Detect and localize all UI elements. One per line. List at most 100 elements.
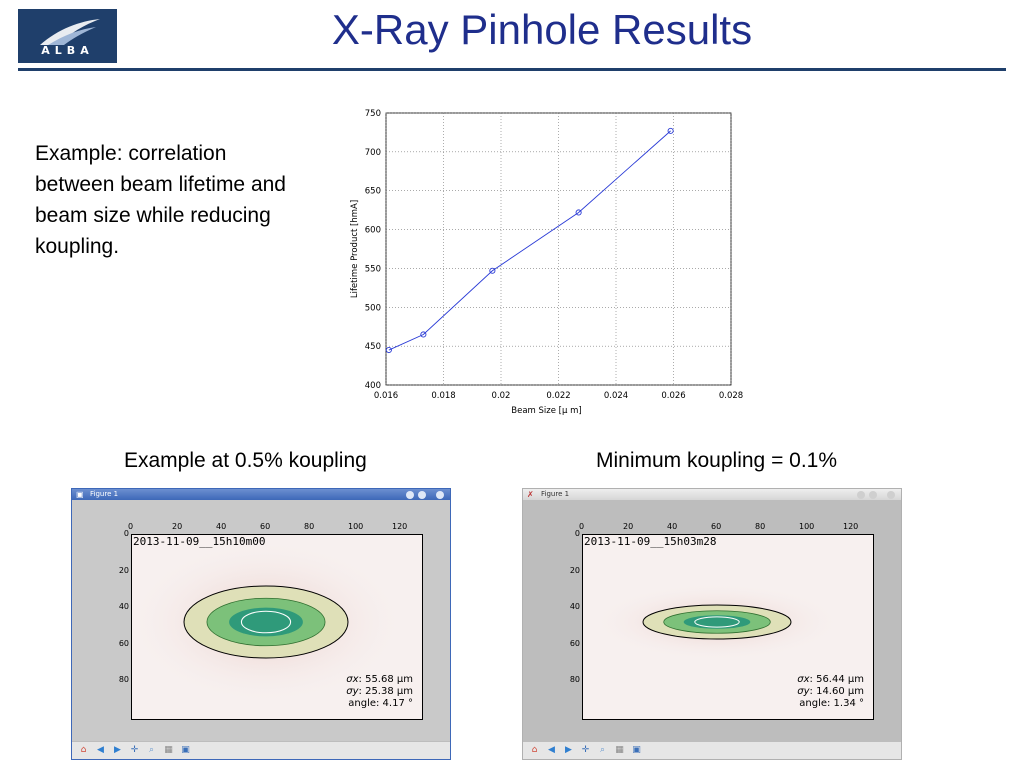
- x-axis-label: Beam Size [μ m]: [511, 406, 581, 416]
- minimize-icon[interactable]: [857, 491, 865, 499]
- sigma-x-symbol: σx: [797, 674, 810, 685]
- maximize-icon[interactable]: [418, 491, 426, 499]
- data-point: [385, 346, 392, 354]
- angle-value: angle: 4.17 °: [348, 698, 413, 709]
- save-icon[interactable]: ▣: [181, 745, 190, 755]
- x-tick-label: 80: [304, 522, 315, 531]
- x-tick-label: 60: [260, 522, 271, 531]
- x-tick-label: 0.026: [661, 391, 685, 401]
- y-tick-label: 60: [569, 638, 580, 648]
- close-icon[interactable]: [436, 491, 444, 499]
- logo-text: ALBA: [41, 44, 94, 57]
- app-icon: ✗: [527, 490, 534, 499]
- figure-window-right: ✗ Figure 1 0 20 40 60 80 100 120 0 20 40 60 80 2013-11…: [522, 488, 902, 760]
- app-icon: ▣: [76, 490, 84, 499]
- page-title: X-Ray Pinhole Results: [331, 6, 753, 53]
- pan-icon[interactable]: ✛: [130, 745, 139, 755]
- y-tick-label: 80: [118, 675, 129, 685]
- angle-value: angle: 1.34 °: [799, 698, 864, 709]
- sigma-x-value: : 55.68 μm: [358, 674, 413, 685]
- y-tick-label: 550: [365, 264, 381, 274]
- x-tick-label: 0.016: [374, 391, 398, 401]
- close-icon[interactable]: [887, 491, 895, 499]
- y-tick-label: 450: [365, 342, 381, 352]
- maximize-icon[interactable]: [869, 491, 877, 499]
- beam-core-contour: [240, 610, 292, 634]
- data-point: [575, 209, 582, 216]
- navigation-toolbar: ⌂ ◀ ▶ ✛ ⌕ ▦ ▣: [523, 741, 901, 759]
- y-tick-label: 40: [118, 602, 129, 612]
- beam-core-contour: [694, 616, 740, 628]
- sigma-y-symbol: σy: [797, 686, 810, 697]
- sigma-x-value: : 56.44 μm: [809, 674, 864, 685]
- data-point: [489, 267, 496, 274]
- home-icon[interactable]: ⌂: [80, 745, 87, 755]
- timestamp-label: 2013-11-09__15h03m28: [584, 535, 717, 548]
- x-tick-label: 40: [667, 522, 678, 531]
- y-tick-label: 0: [123, 529, 129, 538]
- x-tick-label: 120: [843, 522, 859, 531]
- caption-right: Minimum koupling = 0.1%: [596, 449, 838, 472]
- header-divider: [18, 68, 1006, 71]
- window-titlebar[interactable]: ▣ Figure 1: [72, 489, 450, 500]
- y-tick-label: 500: [365, 303, 381, 313]
- sigma-y-value: : 25.38 μm: [358, 686, 413, 697]
- y-tick-label: 80: [569, 675, 580, 685]
- x-tick-label: 80: [755, 522, 766, 531]
- y-tick-label: 400: [365, 381, 381, 391]
- y-tick-label: 60: [118, 638, 129, 648]
- beam-profile-plot: [132, 539, 406, 705]
- window-title: Figure 1: [90, 490, 119, 498]
- x-tick-label: 120: [392, 522, 408, 531]
- series-line: [388, 130, 671, 351]
- pan-icon[interactable]: ✛: [581, 745, 590, 755]
- window-title: Figure 1: [541, 490, 570, 498]
- y-tick-label: 0: [574, 529, 580, 538]
- window-titlebar[interactable]: ✗ Figure 1: [523, 489, 901, 500]
- x-tick-label: 20: [623, 522, 634, 531]
- lifetime-vs-beamsize-chart: 0.016 0.018 0.02 0.022 0.024 0.026 0.028 400 450…: [350, 109, 743, 416]
- x-tick-label: 100: [348, 522, 364, 531]
- x-tick-label: 100: [799, 522, 815, 531]
- navigation-toolbar: ⌂ ◀ ▶ ✛ ⌕ ▦ ▣: [72, 741, 450, 759]
- sigma-y-symbol: σy: [346, 686, 359, 697]
- back-icon[interactable]: ◀: [548, 745, 555, 755]
- save-icon[interactable]: ▣: [632, 745, 641, 755]
- data-point: [667, 127, 674, 134]
- subplots-icon[interactable]: ▦: [164, 745, 173, 755]
- x-tick-label: 60: [711, 522, 722, 531]
- sigma-x-symbol: σx: [346, 674, 359, 685]
- sigma-y-value: : 14.60 μm: [809, 686, 864, 697]
- description-text: Example: correlation between beam lifeti…: [35, 142, 286, 258]
- timestamp-label: 2013-11-09__15h10m00: [133, 535, 266, 548]
- forward-icon[interactable]: ▶: [565, 745, 572, 755]
- y-tick-label: 700: [365, 148, 381, 158]
- alba-logo-swoosh-icon: [40, 19, 100, 45]
- x-tick-label: 0: [128, 522, 134, 531]
- x-tick-label: 0.028: [719, 391, 743, 401]
- x-tick-label: 0: [579, 522, 585, 531]
- y-axis-label: Lifetime Product [hmA]: [350, 200, 360, 298]
- y-tick-label: 750: [365, 109, 381, 119]
- zoom-icon[interactable]: ⌕: [599, 745, 606, 755]
- x-tick-label: 0.022: [546, 391, 570, 401]
- alba-logo: ALBA: [18, 9, 117, 63]
- subplots-icon[interactable]: ▦: [615, 745, 624, 755]
- beam-image: [131, 534, 423, 720]
- y-tick-label: 20: [569, 565, 580, 575]
- back-icon[interactable]: ◀: [97, 745, 104, 755]
- y-tick-label: 20: [118, 565, 129, 575]
- data-point: [420, 331, 427, 338]
- minimize-icon[interactable]: [406, 491, 414, 499]
- beam-profile-plot: [591, 582, 843, 662]
- x-tick-label: 0.024: [604, 391, 628, 401]
- beam-image: [582, 534, 874, 720]
- forward-icon[interactable]: ▶: [114, 745, 121, 755]
- y-tick-label: 600: [365, 226, 381, 236]
- caption-left: Example at 0.5% koupling: [124, 449, 367, 472]
- home-icon[interactable]: ⌂: [531, 745, 538, 755]
- beam-core: [229, 607, 303, 637]
- zoom-icon[interactable]: ⌕: [148, 745, 155, 755]
- beam-stats: σx: 56.44 μm σy: 14.60 μm angle: 1.34 °: [797, 674, 864, 710]
- x-tick-label: 0.02: [492, 391, 511, 401]
